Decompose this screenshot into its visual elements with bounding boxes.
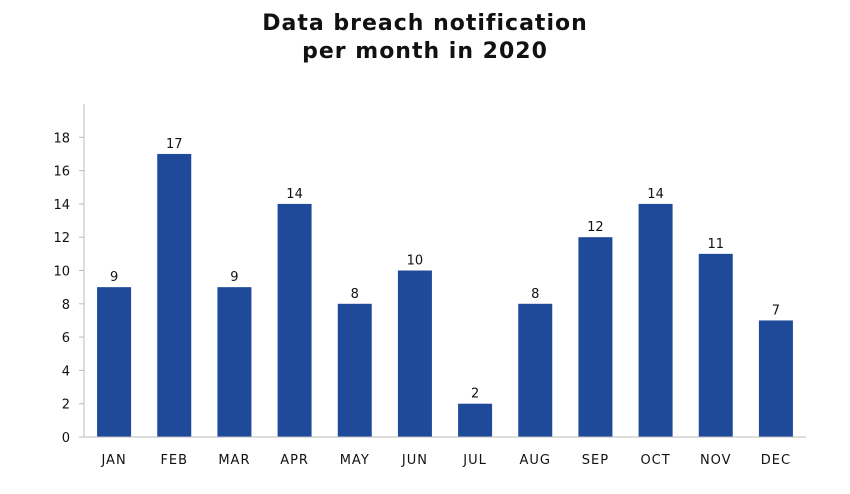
y-tick-label: 6	[62, 331, 70, 346]
x-tick-label-aug: AUG	[520, 453, 551, 468]
x-tick-label-dec: DEC	[761, 453, 791, 468]
chart-title: Data breach notification per month in 20…	[0, 10, 850, 66]
bar-feb	[157, 153, 192, 437]
x-tick-label-feb: FEB	[160, 453, 188, 468]
data-label-sep: 12	[587, 220, 604, 235]
data-label-may: 8	[351, 287, 359, 302]
y-tick-label: 12	[53, 231, 70, 246]
y-tick-label: 10	[53, 265, 70, 280]
y-axis-group: 0 2 4 6 8 10 12 14 16 18	[53, 104, 85, 446]
x-tick-label-oct: OCT	[640, 453, 670, 468]
bar-sep	[578, 237, 613, 437]
data-label-mar: 9	[230, 270, 238, 285]
bar-jan	[97, 287, 132, 437]
bar-mar	[217, 287, 252, 437]
data-label-oct: 14	[647, 187, 664, 202]
bar-jul	[458, 403, 493, 437]
bar-apr	[277, 203, 312, 437]
bar-jun	[397, 270, 432, 437]
x-tick-label-may: MAY	[340, 453, 370, 468]
x-tick-label-jun: JUN	[401, 453, 428, 468]
x-tick-label-sep: SEP	[582, 453, 609, 468]
bars-group: 9 17 9 14 8 10 2 8 12 14 11 7	[97, 137, 793, 437]
x-axis-group: JAN FEB MAR APR MAY JUN JUL AUG SEP OCT NOV DEC	[84, 436, 806, 468]
chart-title-line-2: per month in 2020	[302, 39, 548, 64]
y-tick-label: 4	[62, 364, 70, 379]
chart-title-line-1: Data breach notification	[262, 11, 588, 36]
y-tick-label: 2	[62, 398, 70, 413]
y-tick-label: 0	[62, 431, 70, 446]
data-label-aug: 8	[531, 287, 539, 302]
y-tick-label: 8	[62, 298, 70, 313]
data-label-jan: 9	[110, 270, 118, 285]
data-label-jun: 10	[407, 254, 424, 269]
bar-aug	[518, 303, 553, 437]
bar-oct	[638, 203, 673, 437]
data-label-dec: 7	[772, 303, 780, 318]
x-tick-label-jul: JUL	[462, 453, 487, 468]
data-label-feb: 17	[166, 137, 183, 152]
bar-may	[337, 303, 372, 437]
x-tick-label-jan: JAN	[100, 453, 126, 468]
y-tick-label: 16	[53, 165, 70, 180]
x-tick-label-nov: NOV	[700, 453, 732, 468]
data-label-nov: 11	[707, 237, 724, 252]
bar-dec	[758, 320, 793, 437]
data-label-apr: 14	[286, 187, 303, 202]
y-tick-label: 18	[53, 131, 70, 146]
x-tick-label-apr: APR	[280, 453, 309, 468]
bar-nov	[698, 253, 733, 437]
x-tick-label-mar: MAR	[218, 453, 250, 468]
data-label-jul: 2	[471, 387, 479, 402]
y-tick-label: 14	[53, 198, 70, 213]
